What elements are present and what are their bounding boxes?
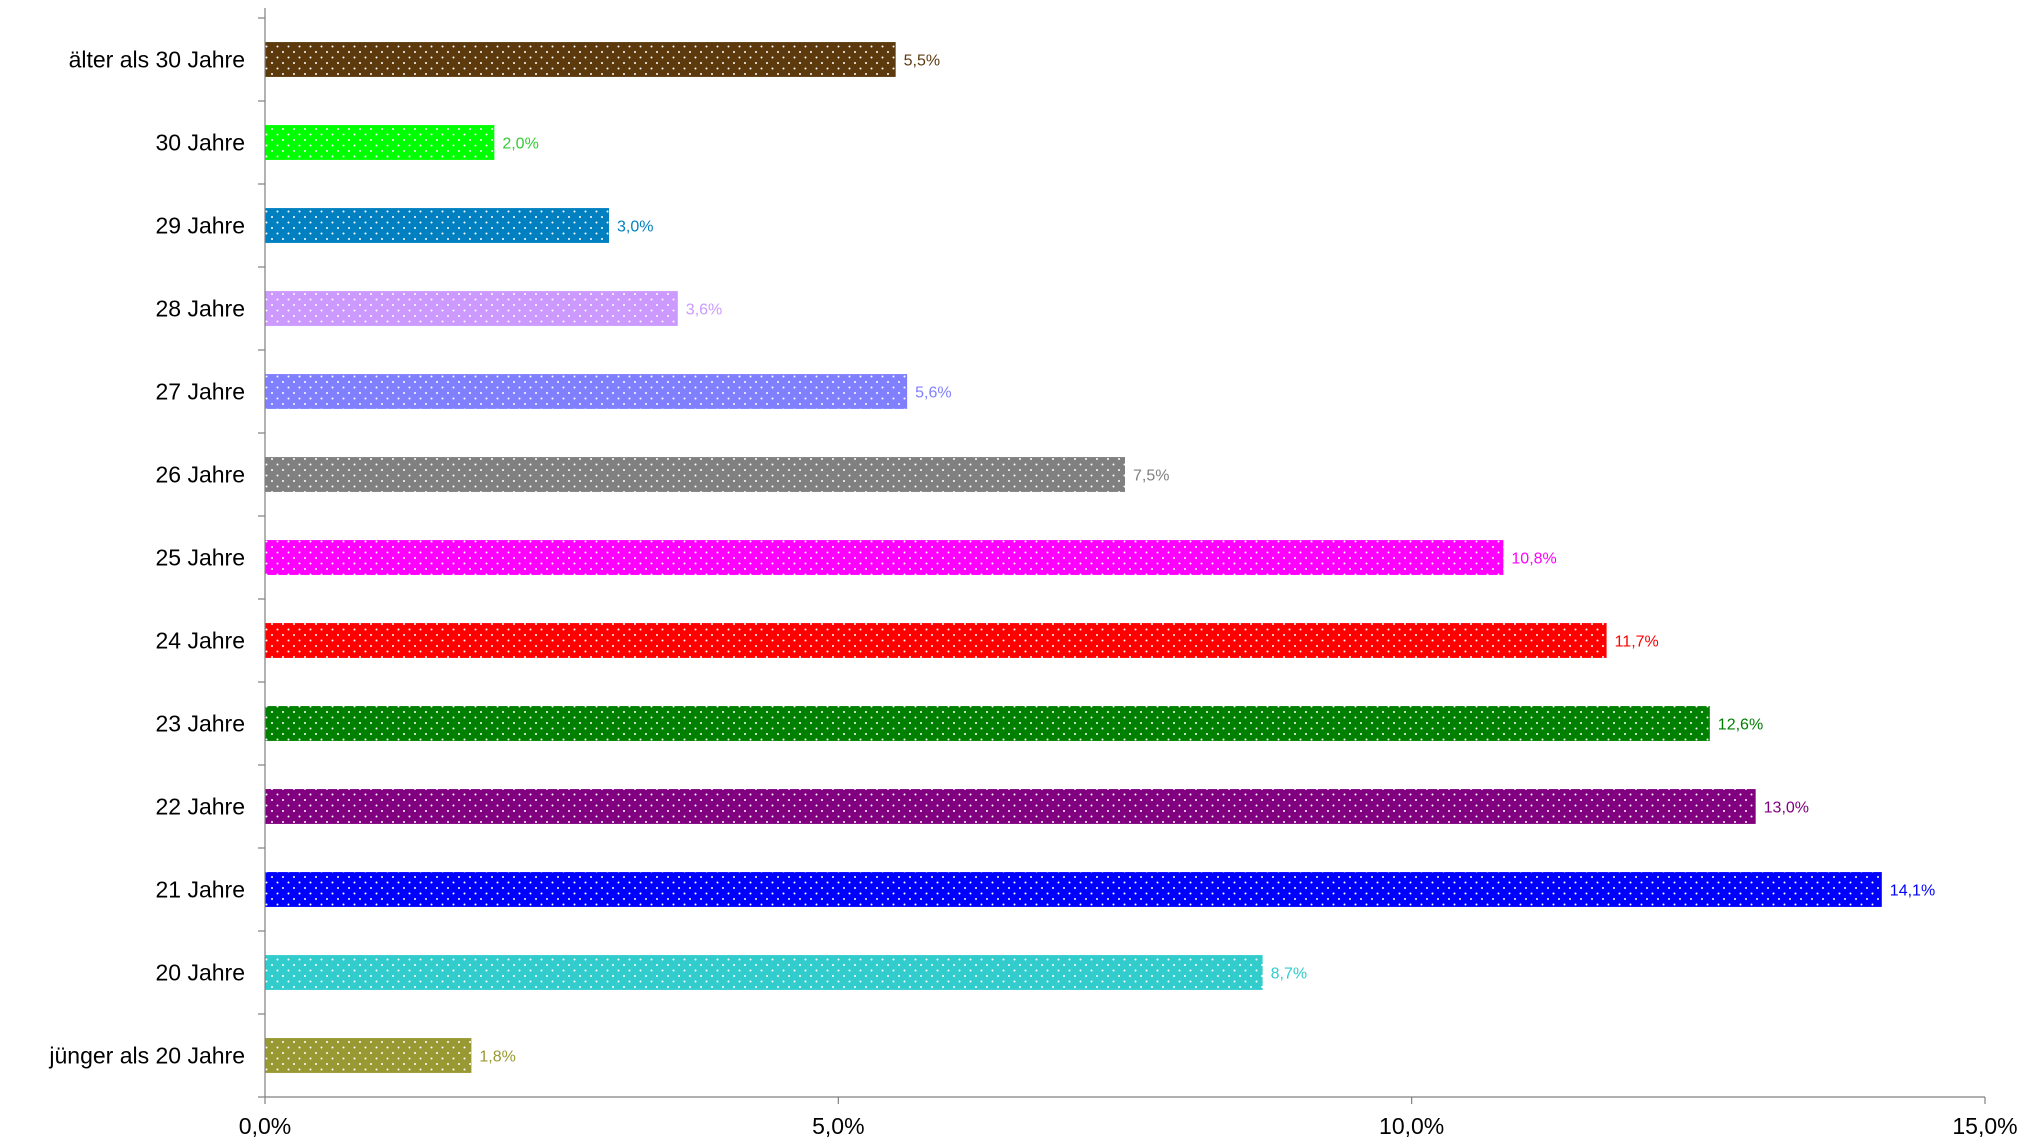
value-label-23-jahre: 12,6% bbox=[1718, 717, 1763, 734]
value-labels-layer: 5,5% 2,0% 3,0% 3,6% 5,6% 7,5% 10,8% 11,7% 12,6% 1… bbox=[479, 53, 1935, 1066]
x-tick-label: 10,0% bbox=[1379, 1113, 1444, 1139]
value-label-aelter-als-30-jahre: 5,5% bbox=[904, 53, 940, 70]
value-label-26-jahre: 7,5% bbox=[1133, 468, 1169, 485]
bar-26-jahre bbox=[265, 457, 1125, 492]
value-label-27-jahre: 5,6% bbox=[915, 385, 951, 402]
category-label-22-jahre: 22 Jahre bbox=[155, 794, 245, 820]
bar-29-jahre bbox=[265, 208, 609, 243]
bar-juenger-als-20-jahre bbox=[265, 1038, 472, 1073]
value-label-29-jahre: 3,0% bbox=[617, 219, 653, 236]
category-label-20-jahre: 20 Jahre bbox=[155, 960, 245, 986]
bar-25-jahre bbox=[265, 540, 1504, 575]
value-label-juenger-als-20-jahre: 1,8% bbox=[479, 1049, 515, 1066]
category-label-21-jahre: 21 Jahre bbox=[155, 877, 245, 903]
value-label-22-jahre: 13,0% bbox=[1764, 800, 1809, 817]
value-label-20-jahre: 8,7% bbox=[1271, 966, 1307, 983]
value-label-25-jahre: 10,8% bbox=[1511, 551, 1556, 568]
bar-27-jahre bbox=[265, 374, 908, 409]
bar-21-jahre bbox=[265, 872, 1882, 907]
category-label-24-jahre: 24 Jahre bbox=[155, 628, 245, 654]
x-tick-label: 15,0% bbox=[1952, 1113, 2017, 1139]
value-label-21-jahre: 14,1% bbox=[1890, 883, 1935, 900]
category-label-29-jahre: 29 Jahre bbox=[155, 213, 245, 239]
bars-layer bbox=[265, 42, 1882, 1073]
category-label-27-jahre: 27 Jahre bbox=[155, 379, 245, 405]
value-label-28-jahre: 3,6% bbox=[686, 302, 722, 319]
category-label-juenger-als-20-jahre: jünger als 20 Jahre bbox=[48, 1043, 245, 1069]
bar-aelter-als-30-jahre bbox=[265, 42, 896, 77]
bar-28-jahre bbox=[265, 291, 678, 326]
bar-24-jahre bbox=[265, 623, 1607, 658]
category-label-23-jahre: 23 Jahre bbox=[155, 711, 245, 737]
value-label-24-jahre: 11,7% bbox=[1615, 634, 1659, 651]
value-label-30-jahre: 2,0% bbox=[502, 136, 538, 153]
x-tick-label: 0,0% bbox=[239, 1113, 291, 1139]
bar-20-jahre bbox=[265, 955, 1263, 990]
category-label-28-jahre: 28 Jahre bbox=[155, 296, 245, 322]
x-tick-label: 5,0% bbox=[812, 1113, 864, 1139]
category-label-30-jahre: 30 Jahre bbox=[155, 130, 245, 156]
bar-22-jahre bbox=[265, 789, 1756, 824]
bar-23-jahre bbox=[265, 706, 1710, 741]
category-label-26-jahre: 26 Jahre bbox=[155, 462, 245, 488]
axes-layer bbox=[264, 8, 1985, 1098]
category-label-25-jahre: 25 Jahre bbox=[155, 545, 245, 571]
bar-30-jahre bbox=[265, 125, 495, 160]
ticks-layer: 0,0% 5,0% 10,0% 15,0% bbox=[239, 17, 2018, 1139]
category-label-aelter-als-30-jahre: älter als 30 Jahre bbox=[69, 47, 245, 73]
category-labels-layer: älter als 30 Jahre 30 Jahre 29 Jahre 28 Jah… bbox=[48, 47, 245, 1069]
